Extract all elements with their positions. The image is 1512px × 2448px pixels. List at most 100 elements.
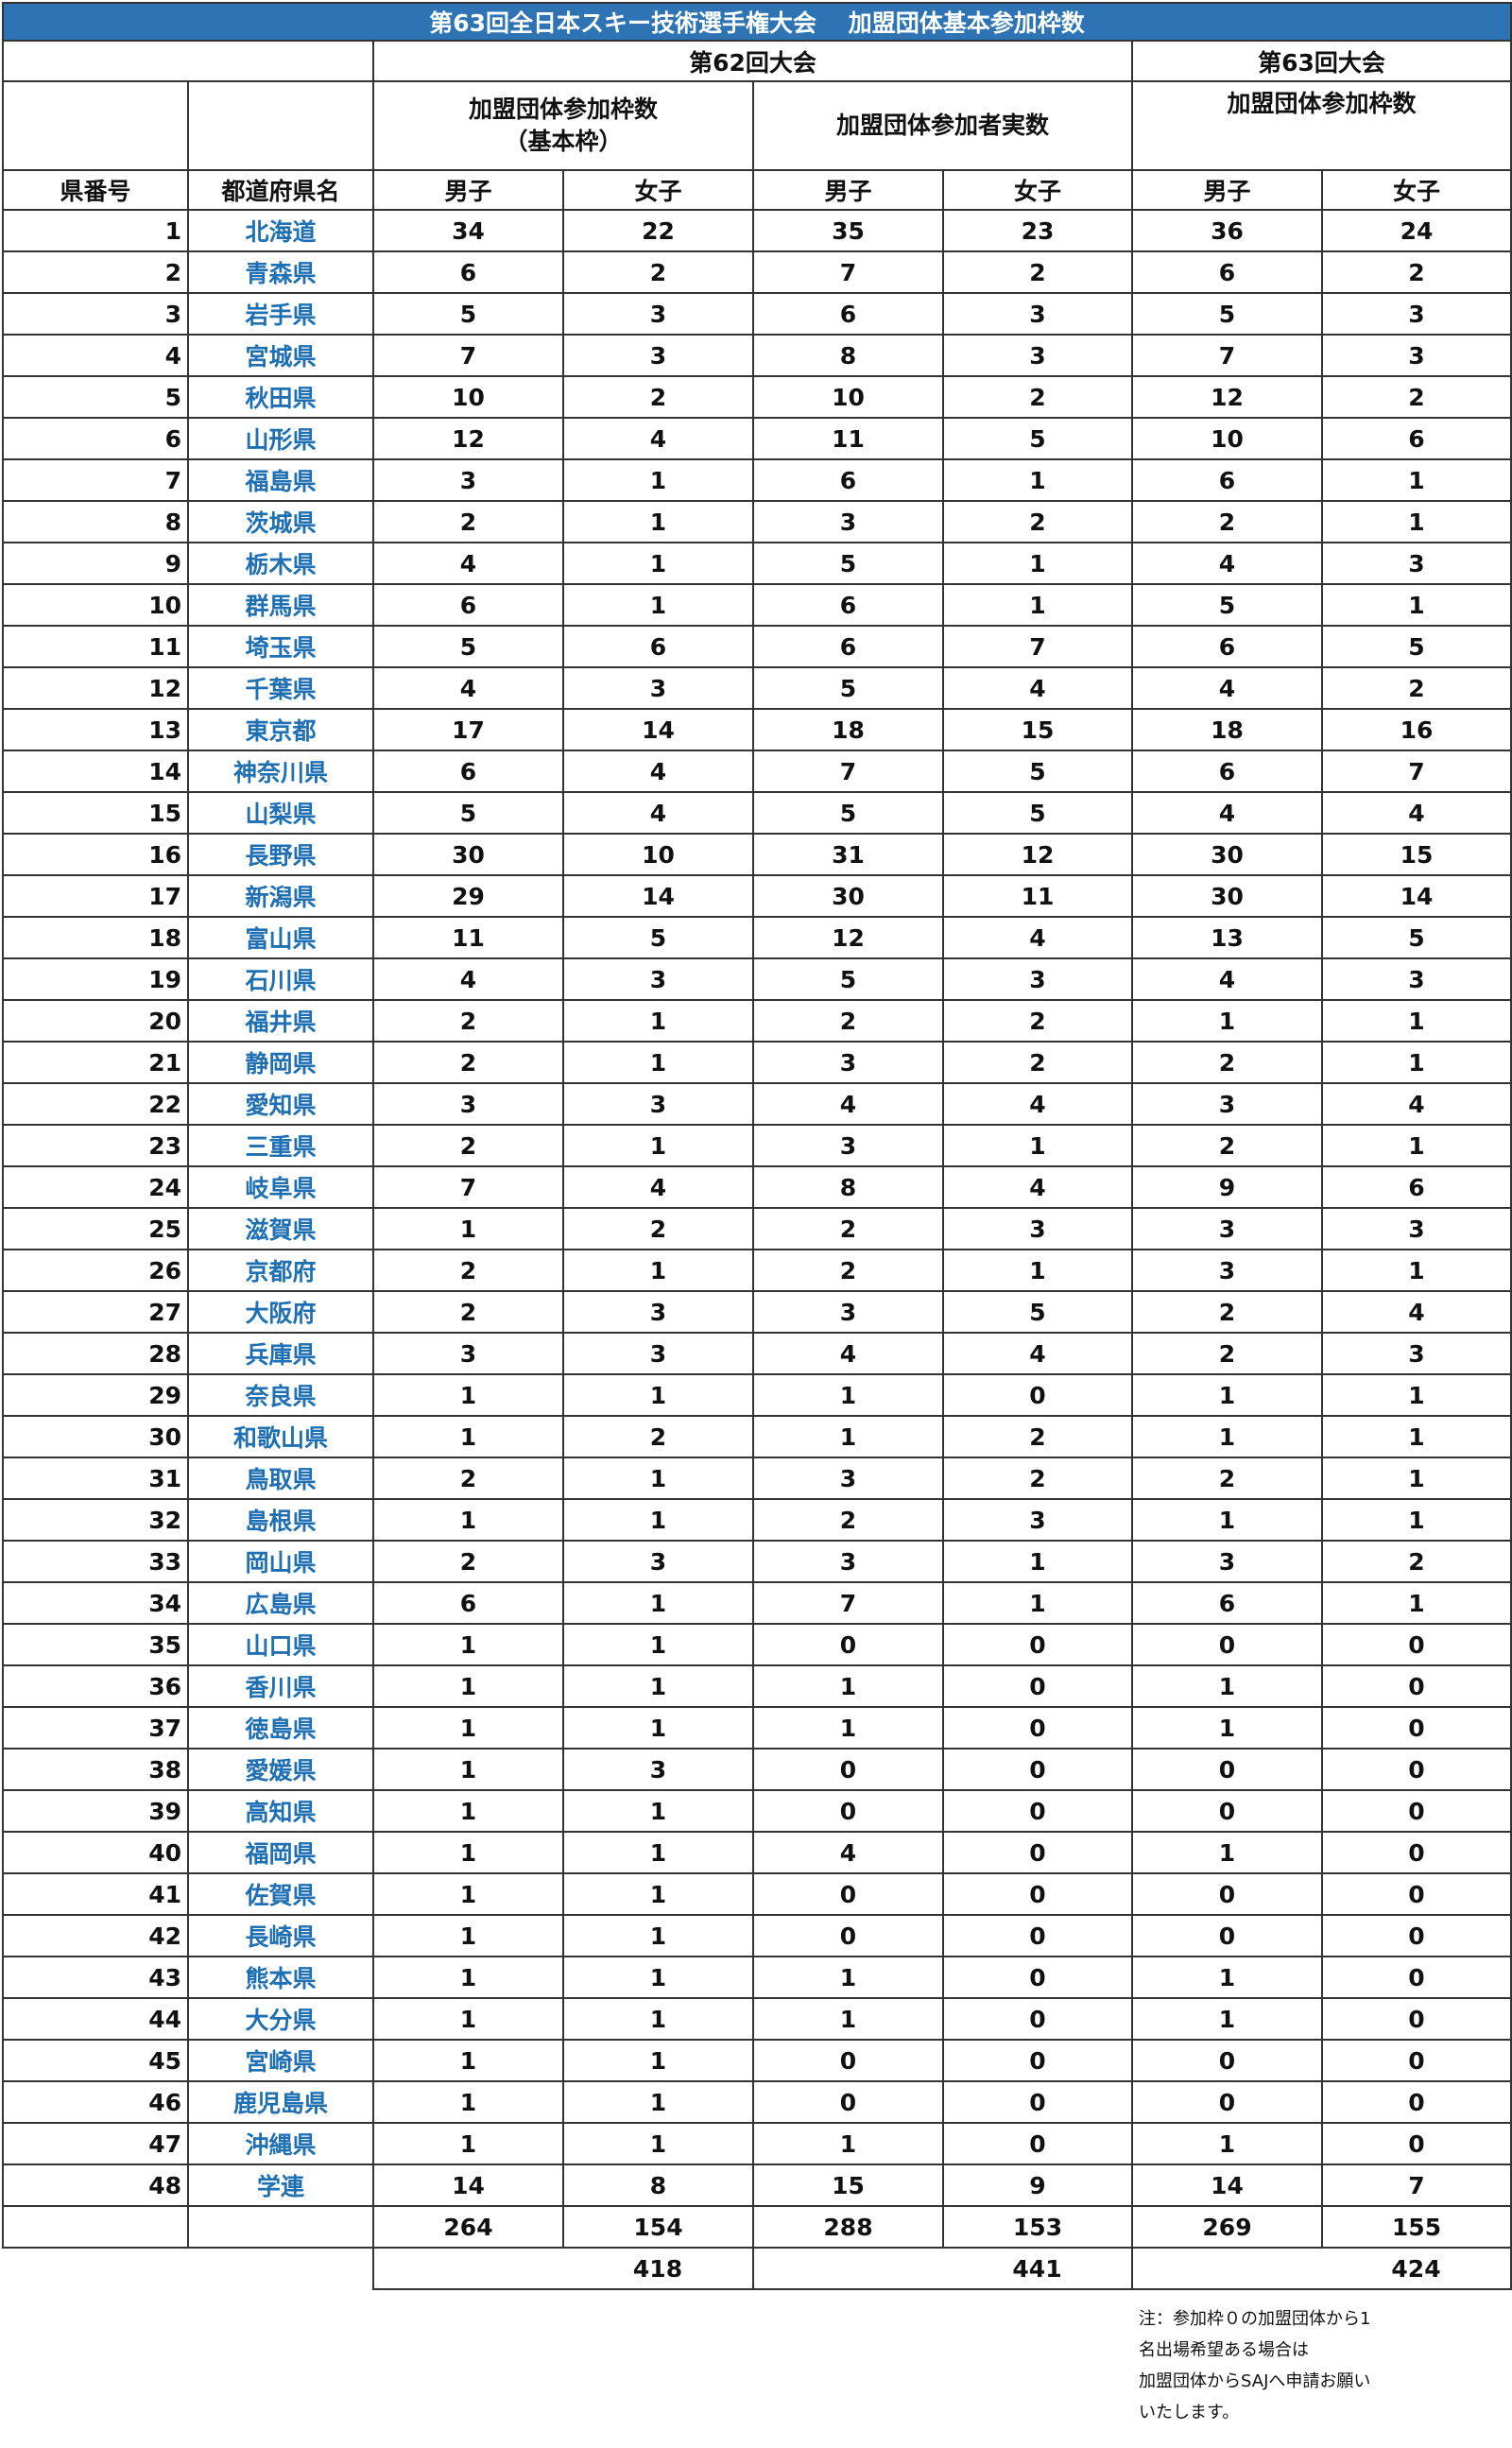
prefecture-name-cell: 神奈川県 [187,750,374,793]
count-cell-n-f: 0 [1321,1914,1512,1957]
table-row: 23 三重県 2 1 3 1 2 1 [2,1124,1512,1167]
count-cell-a-m: 1 [752,2122,944,2165]
prefecture-number-cell: 12 [2,666,189,710]
count-cell-a-m: 7 [752,250,944,294]
count-cell-q-m: 5 [372,292,564,336]
prefecture-number-cell: 6 [2,417,189,460]
prefecture-name-cell: 三重県 [187,1124,374,1167]
prefecture-number-cell: 39 [2,1789,189,1833]
prefecture-name-cell: 佐賀県 [187,1872,374,1916]
header-actual-participants: 加盟団体参加者実数 [752,80,1133,171]
count-cell-q-m: 1 [372,1706,564,1750]
count-cell-q-m: 2 [372,1290,564,1334]
count-cell-a-m: 31 [752,833,944,876]
count-cell-n-m: 4 [1131,957,1323,1001]
count-cell-a-m: 7 [752,1581,944,1625]
count-cell-n-f: 0 [1321,1956,1512,1999]
table-row: 12 千葉県 4 3 5 4 4 2 [2,666,1512,710]
count-cell-a-m: 6 [752,625,944,668]
count-cell-q-m: 1 [372,1748,564,1791]
count-cell-n-f: 1 [1321,1457,1512,1500]
prefecture-name-cell: 鹿児島県 [187,2080,374,2124]
table-row: 31 鳥取県 2 1 3 2 2 1 [2,1457,1512,1500]
prefecture-number-cell: 40 [2,1831,189,1874]
table-row: 38 愛媛県 1 3 0 0 0 0 [2,1748,1512,1791]
prefecture-number-cell: 3 [2,292,189,336]
count-cell-a-m: 0 [752,1623,944,1666]
prefecture-name-cell: 広島県 [187,1581,374,1625]
grand-total-actual: 441 [943,2247,1133,2290]
header-prefecture-name: 都道府県名 [187,169,374,211]
count-cell-n-m: 30 [1131,874,1323,918]
count-cell-a-m: 0 [752,1914,944,1957]
count-cell-a-m: 2 [752,999,944,1043]
header-female: 女子 [942,169,1133,211]
grand-total-quota: 418 [563,2247,754,2290]
count-cell-q-f: 3 [562,292,754,336]
count-cell-n-m: 5 [1131,583,1323,627]
count-cell-n-m: 2 [1131,1041,1323,1084]
count-cell-a-f: 5 [942,417,1133,460]
prefecture-number-cell: 48 [2,2164,189,2207]
count-cell-q-m: 4 [372,957,564,1001]
table-row: 47 沖縄県 1 1 1 0 1 0 [2,2122,1512,2165]
count-cell-a-f: 0 [942,1914,1133,1957]
prefecture-number-cell: 46 [2,2080,189,2124]
count-cell-q-f: 1 [562,2039,754,2082]
table-row: 22 愛知県 3 3 4 4 3 4 [2,1082,1512,1126]
count-cell-q-f: 5 [562,916,754,959]
count-cell-a-m: 3 [752,1540,944,1583]
prefecture-name-cell: 富山県 [187,916,374,959]
footnote-line: いたします。 [1139,2403,1240,2422]
table-row: 21 静岡県 2 1 3 2 2 1 [2,1041,1512,1084]
prefecture-name-cell: 長野県 [187,833,374,876]
count-cell-n-f: 16 [1321,708,1512,751]
table-row: 30 和歌山県 1 2 1 2 1 1 [2,1415,1512,1458]
prefecture-number-cell: 21 [2,1041,189,1084]
count-cell-n-f: 1 [1321,1415,1512,1458]
prefecture-name-cell: 熊本県 [187,1956,374,1999]
count-cell-a-m: 12 [752,916,944,959]
count-cell-q-f: 3 [562,334,754,377]
count-cell-a-m: 0 [752,1872,944,1916]
count-cell-n-m: 9 [1131,1165,1323,1209]
count-cell-n-m: 1 [1131,1997,1323,2041]
prefecture-name-cell: 福島県 [187,458,374,502]
count-cell-a-m: 3 [752,1457,944,1500]
count-cell-n-f: 4 [1321,791,1512,835]
count-cell-n-f: 7 [1321,2164,1512,2207]
total-cell-n-f: 155 [1321,2205,1512,2249]
table-row: 3 岩手県 5 3 6 3 5 3 [2,292,1512,336]
count-cell-a-m: 6 [752,458,944,502]
count-cell-n-m: 1 [1131,1956,1323,1999]
count-cell-q-m: 1 [372,1207,564,1250]
count-cell-q-f: 3 [562,1082,754,1126]
prefecture-number-cell: 26 [2,1249,189,1292]
count-cell-n-f: 0 [1321,1872,1512,1916]
count-cell-q-m: 7 [372,1165,564,1209]
prefecture-number-cell: 43 [2,1956,189,1999]
grand-total-quota-63: 424 [1322,2247,1512,2290]
count-cell-n-f: 1 [1321,458,1512,502]
count-cell-a-m: 1 [752,1997,944,2041]
prefecture-name-cell: 香川県 [187,1664,374,1708]
table-row: 13 東京都 17 14 18 15 18 16 [2,708,1512,751]
count-cell-q-f: 14 [562,874,754,918]
count-cell-a-f: 0 [942,2039,1133,2082]
prefecture-name-cell: 山口県 [187,1623,374,1666]
count-cell-a-m: 2 [752,1498,944,1542]
prefecture-number-cell: 41 [2,1872,189,1916]
count-cell-a-f: 1 [942,1249,1133,1292]
table-row: 29 奈良県 1 1 1 0 1 1 [2,1373,1512,1417]
prefecture-name-cell: 和歌山県 [187,1415,374,1458]
table-row: 36 香川県 1 1 1 0 1 0 [2,1664,1512,1708]
count-cell-n-m: 2 [1131,1290,1323,1334]
count-cell-a-m: 5 [752,542,944,585]
prefecture-number-cell: 16 [2,833,189,876]
count-cell-n-f: 0 [1321,1748,1512,1791]
table-row: 9 栃木県 4 1 5 1 4 3 [2,542,1512,585]
count-cell-a-f: 15 [942,708,1133,751]
prefecture-name-cell: 奈良県 [187,1373,374,1417]
prefecture-number-cell: 15 [2,791,189,835]
